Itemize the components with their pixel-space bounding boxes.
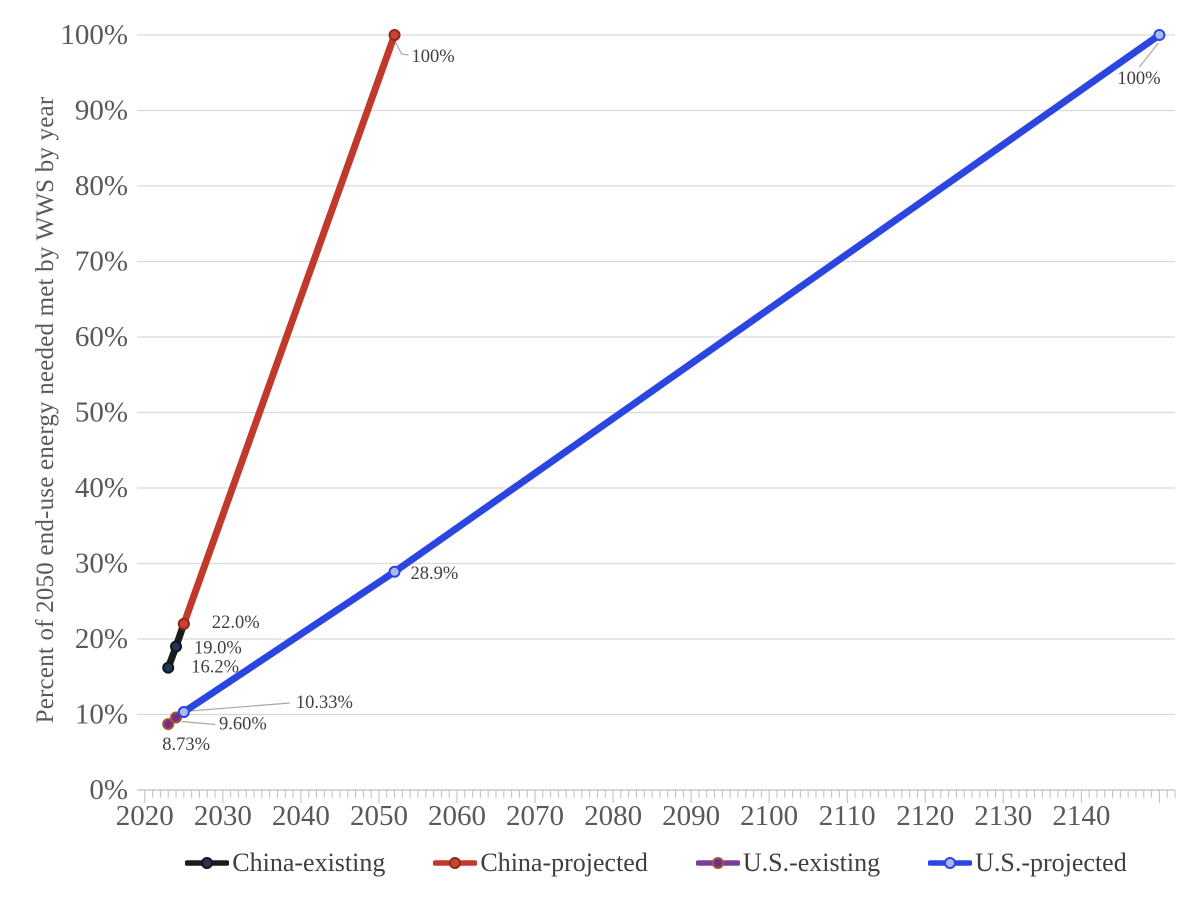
data-point-marker-china-existing [170, 640, 183, 653]
legend-marker-u-s-projected [928, 857, 973, 869]
y-axis-tick-label: 60% [75, 321, 128, 353]
x-axis-tick-label: 2060 [428, 800, 486, 832]
y-axis-tick-label: 50% [75, 397, 128, 429]
legend-item-u-s-existing: U.S.-existing [695, 848, 881, 878]
y-axis-tick-label: 20% [75, 623, 128, 655]
data-label: 22.0% [212, 613, 260, 633]
x-axis-tick-label: 2110 [819, 800, 876, 832]
legend-marker-china-projected [433, 857, 478, 869]
data-point-marker-u-s-projected [177, 706, 190, 719]
y-axis-tick-label: 0% [89, 774, 128, 806]
y-axis-title: Percent of 2050 end-use energy needed me… [32, 96, 59, 724]
legend-marker-u-s-existing [695, 857, 740, 869]
y-axis-tick-label: 10% [75, 699, 128, 731]
data-label-leader-line [395, 41, 409, 56]
series-line-china-projected [180, 31, 399, 628]
legend-dot [449, 857, 462, 869]
data-point-marker-u-s-existing [170, 711, 183, 724]
x-axis-tick-label: 2080 [584, 800, 642, 832]
legend-dot [201, 857, 214, 869]
legend-label-china-existing: China-existing [232, 848, 386, 877]
data-point-marker-u-s-projected [1153, 29, 1166, 41]
y-axis-tick-label: 70% [75, 246, 128, 278]
chart-legend: China-existing China-projected U.S.-existi… [137, 840, 1175, 886]
y-axis-tick-label: 40% [75, 472, 128, 504]
legend-item-china-existing: China-existing [185, 848, 385, 878]
x-axis-tick-label: 2050 [350, 800, 408, 832]
data-point-marker-china-existing [162, 661, 175, 674]
legend-label-china-projected: China-projected [480, 848, 648, 877]
data-label: 16.2% [191, 658, 239, 678]
legend-item-u-s-projected: U.S.-projected [928, 848, 1127, 878]
data-point-marker-u-s-projected [388, 565, 401, 578]
x-axis-tick-label: 2130 [974, 800, 1032, 832]
data-label: 100% [1117, 69, 1160, 89]
x-axis-tick-label: 2100 [740, 800, 798, 832]
data-point-marker-china-projected [388, 29, 401, 41]
data-label-leader-line [1138, 42, 1159, 68]
legend-label-u-s-existing: U.S.-existing [742, 848, 881, 877]
data-label: 100% [412, 47, 455, 67]
y-axis-tick-label: 100% [60, 19, 128, 51]
legend-dot [711, 857, 724, 869]
data-label-leader-line [189, 702, 290, 712]
x-axis-tick-label: 2020 [116, 800, 174, 832]
y-axis-tick-label: 30% [75, 548, 128, 580]
data-label: 19.0% [194, 639, 242, 659]
x-axis-tick-label: 2040 [272, 800, 330, 832]
x-axis-tick-label: 2140 [1052, 800, 1110, 832]
data-label: 10.33% [296, 693, 353, 713]
y-axis-tick-label: 90% [75, 95, 128, 127]
legend-item-china-projected: China-projected [433, 848, 648, 878]
legend-label-u-s-projected: U.S.-projected [975, 848, 1127, 877]
x-axis-tick-label: 2120 [896, 800, 954, 832]
data-point-marker-china-projected [177, 617, 190, 630]
series-line-u-s-projected [180, 31, 1163, 716]
y-axis-tick-label: 80% [75, 170, 128, 202]
data-label: 28.9% [411, 564, 459, 584]
x-axis-tick-label: 2030 [194, 800, 252, 832]
data-point-marker-u-s-existing [162, 718, 175, 731]
data-label: 9.60% [219, 715, 267, 735]
data-label: 8.73% [162, 735, 210, 755]
data-label-leader-line [181, 720, 216, 726]
legend-dot [944, 857, 957, 869]
x-axis-tick-label: 2070 [506, 800, 564, 832]
x-axis-tick-label: 2090 [662, 800, 720, 832]
legend-marker-china-existing [185, 857, 230, 869]
